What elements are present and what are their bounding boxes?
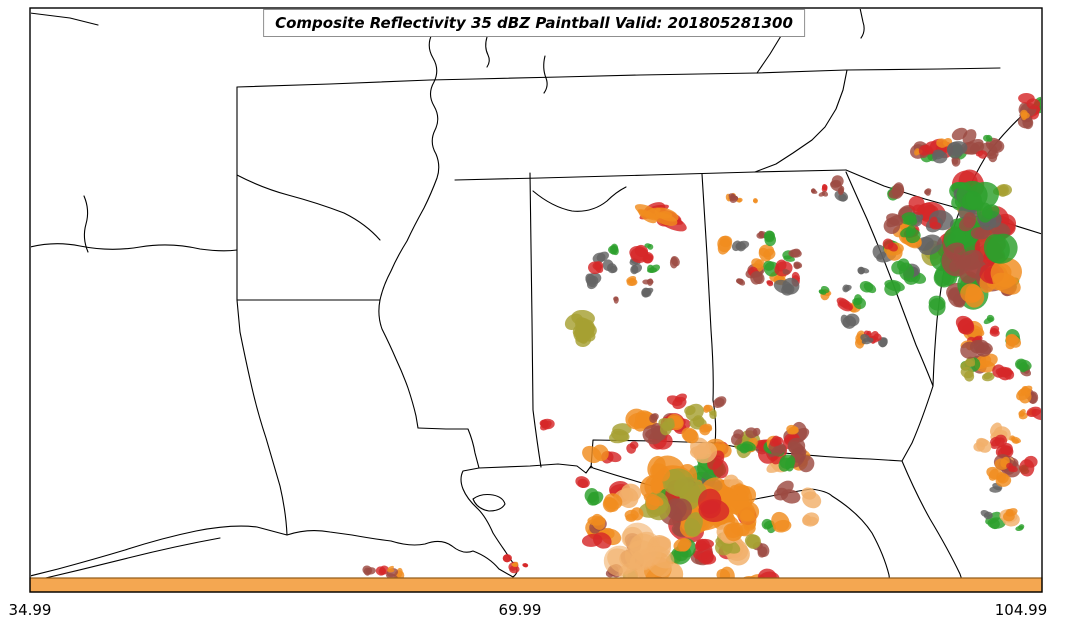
river-path: [532, 186, 627, 212]
state-border-path: [454, 169, 847, 181]
state-border-path: [529, 172, 542, 468]
state-border-path: [236, 67, 1001, 88]
state-borders: [31, 9, 1041, 591]
lake-outline: [472, 493, 506, 512]
coastline-path: [901, 385, 967, 591]
river-path: [543, 55, 548, 94]
river-path: [31, 12, 99, 26]
state-border-path: [236, 299, 288, 536]
river-path: [378, 9, 440, 429]
coastline-path: [32, 537, 221, 582]
x-tick-left: 34.99: [8, 601, 52, 619]
river-path: [83, 195, 89, 253]
x-tick-right: 104.99: [994, 601, 1048, 619]
river-path: [236, 174, 381, 241]
coastline-path: [859, 9, 865, 39]
river-path: [485, 36, 490, 68]
state-border-path: [754, 69, 848, 173]
state-border-path: [701, 173, 717, 444]
state-border-path: [417, 427, 480, 469]
x-tick-center: 69.99: [498, 601, 542, 619]
map-title: Composite Reflectivity 35 dBZ Paintball …: [263, 9, 805, 37]
river-path: [31, 243, 238, 252]
map-border: [29, 7, 1043, 593]
colorbar: [29, 577, 1043, 593]
